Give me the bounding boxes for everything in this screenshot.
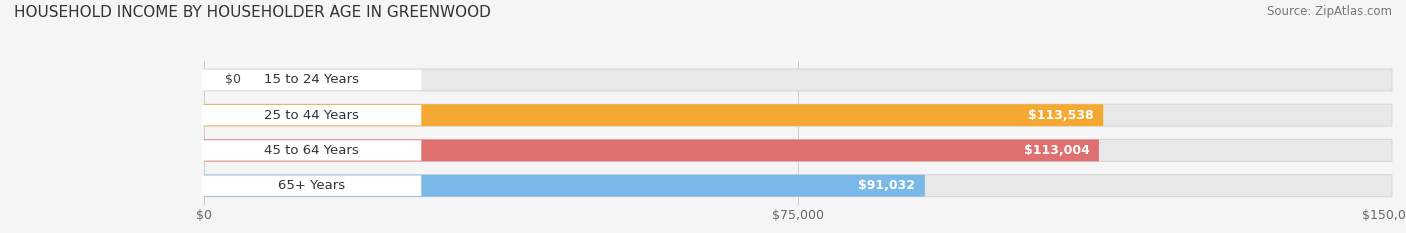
FancyBboxPatch shape xyxy=(201,175,422,196)
FancyBboxPatch shape xyxy=(204,104,1104,126)
FancyBboxPatch shape xyxy=(204,140,1392,161)
Text: HOUSEHOLD INCOME BY HOUSEHOLDER AGE IN GREENWOOD: HOUSEHOLD INCOME BY HOUSEHOLDER AGE IN G… xyxy=(14,5,491,20)
FancyBboxPatch shape xyxy=(201,140,422,161)
FancyBboxPatch shape xyxy=(204,140,1099,161)
Text: 15 to 24 Years: 15 to 24 Years xyxy=(264,73,359,86)
FancyBboxPatch shape xyxy=(204,104,1392,126)
Text: 45 to 64 Years: 45 to 64 Years xyxy=(264,144,359,157)
Text: 65+ Years: 65+ Years xyxy=(278,179,344,192)
Text: $113,004: $113,004 xyxy=(1024,144,1090,157)
Text: $113,538: $113,538 xyxy=(1028,109,1094,122)
FancyBboxPatch shape xyxy=(204,175,925,197)
Text: Source: ZipAtlas.com: Source: ZipAtlas.com xyxy=(1267,5,1392,18)
FancyBboxPatch shape xyxy=(201,70,422,90)
Text: $0: $0 xyxy=(225,73,242,86)
FancyBboxPatch shape xyxy=(201,105,422,125)
Text: 25 to 44 Years: 25 to 44 Years xyxy=(264,109,359,122)
FancyBboxPatch shape xyxy=(204,69,1392,91)
FancyBboxPatch shape xyxy=(204,175,1392,197)
Text: $91,032: $91,032 xyxy=(859,179,915,192)
